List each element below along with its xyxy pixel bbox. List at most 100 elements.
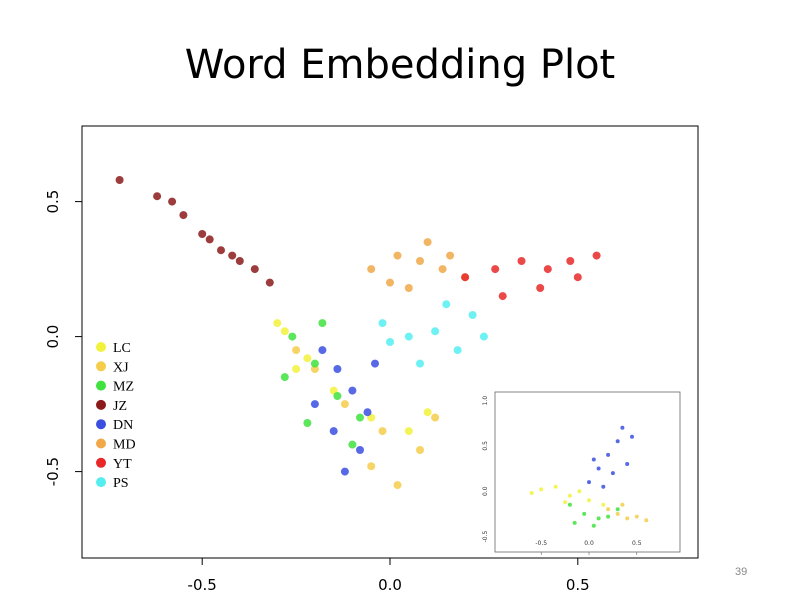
point-yt-4: [566, 257, 575, 265]
point-jz-3: [198, 230, 207, 238]
point-ps-5: [416, 359, 424, 368]
point-mz-2: [333, 392, 342, 400]
inset-point-1-1: [553, 484, 558, 489]
inset-point-2-1: [582, 511, 587, 516]
point-jz-0: [115, 176, 124, 184]
page-number: 39: [735, 566, 748, 578]
point-xj-4: [431, 413, 440, 422]
point-dn-2: [348, 386, 357, 395]
inset-point-2-5: [572, 520, 577, 525]
point-yt-7: [536, 284, 545, 292]
inset-point-0-0: [587, 480, 591, 485]
inset-point-0-4: [620, 425, 625, 430]
point-yt-6: [498, 292, 507, 301]
point-mz-6: [348, 440, 357, 449]
inset-x-tick-label: 0.5: [632, 540, 642, 547]
legend-swatch-md: [96, 438, 106, 449]
point-xj-7: [393, 481, 402, 490]
point-dn-8: [310, 400, 319, 409]
inset-point-1-4: [587, 498, 591, 503]
legend-swatch-xj: [96, 361, 106, 372]
point-ps-2: [431, 327, 440, 336]
inset-plot-axes: -0.5 0.0 0.5 1.0 0.5 0.0 -0.5: [482, 396, 642, 555]
point-md-6: [386, 278, 394, 287]
point-md-1: [393, 251, 402, 260]
legend-swatch-yt: [96, 457, 106, 468]
inset-point-2-4: [615, 507, 620, 512]
point-md-8: [446, 251, 455, 260]
inset-plot-marks: [529, 425, 649, 528]
legend-swatch-ps: [96, 477, 106, 488]
point-md-5: [423, 238, 432, 247]
point-jz-2: [179, 211, 188, 220]
legend-label-jz: JZ: [113, 399, 127, 414]
point-jz-8: [168, 197, 177, 206]
point-dn-4: [329, 427, 338, 436]
point-md-2: [416, 257, 424, 265]
legend-label-ps: PS: [113, 476, 129, 491]
inset-point-3-1: [615, 511, 620, 516]
point-jz-4: [217, 246, 225, 255]
point-ps-4: [468, 311, 477, 319]
inset-point-3-2: [625, 516, 630, 521]
point-mz-4: [318, 319, 327, 328]
point-lc-5: [423, 408, 432, 417]
point-md-0: [367, 265, 376, 274]
legend-swatch-dn: [96, 419, 106, 430]
point-dn-5: [356, 446, 364, 454]
inset-point-1-0: [539, 487, 544, 492]
point-dn-0: [318, 346, 327, 355]
inset-x-tick-label: 0.0: [584, 540, 594, 547]
point-ps-0: [378, 319, 387, 328]
point-lc-1: [303, 354, 312, 363]
y-tick-label: -0.5: [44, 457, 62, 486]
inset-point-2-6: [591, 523, 596, 528]
inset-point-1-6: [529, 491, 534, 495]
inset-y-tick-label: 1.0: [482, 396, 489, 406]
legend-swatch-mz: [96, 380, 106, 391]
x-tick-label: 0.5: [566, 576, 590, 594]
point-lc-4: [404, 427, 413, 436]
point-jz-10: [228, 251, 237, 260]
inset-y-tick-label: -0.5: [482, 531, 489, 543]
point-jz-6: [250, 265, 259, 274]
inset-point-0-5: [630, 434, 634, 439]
point-lc-0: [280, 327, 289, 336]
x-tick-label: 0.0: [378, 576, 402, 594]
point-jz-9: [205, 235, 214, 244]
inset-point-0-6: [610, 471, 615, 476]
inset-point-0-7: [601, 484, 606, 489]
point-yt-5: [592, 251, 601, 260]
inset-y-tick-label: 0.0: [482, 486, 489, 496]
point-yt-1: [491, 265, 500, 274]
point-ps-7: [386, 338, 394, 346]
point-dn-7: [371, 359, 379, 368]
legend-label-lc: LC: [113, 341, 131, 356]
point-mz-1: [310, 359, 319, 368]
legend-label-md: MD: [113, 438, 136, 453]
point-dn-3: [363, 408, 372, 417]
inset-x-tick-label: -0.5: [535, 540, 547, 547]
point-lc-6: [273, 319, 282, 328]
inset-point-3-5: [620, 502, 625, 507]
y-tick-label: 0.5: [44, 190, 62, 214]
point-mz-3: [356, 413, 364, 422]
inset-point-2-3: [606, 514, 611, 519]
inset-point-1-3: [577, 489, 582, 494]
inset-point-1-5: [601, 502, 606, 507]
inset-point-3-3: [634, 514, 639, 519]
point-mz-7: [303, 419, 312, 427]
inset-point-0-8: [625, 462, 630, 466]
inset-point-2-2: [596, 516, 601, 521]
point-mz-0: [288, 332, 297, 341]
legend: LC XJ MZ JZ DN MD YT PS: [96, 341, 136, 491]
main-plot-axes: -0.5 0.0 0.5 0.5 0.0 -0.5: [44, 190, 590, 594]
point-dn-1: [333, 365, 342, 373]
main-plot-marks: [115, 176, 601, 490]
inset-point-2-0: [567, 502, 572, 507]
legend-label-xj: XJ: [113, 360, 129, 375]
y-tick-label: 0.0: [44, 325, 62, 349]
inset-point-0-2: [606, 452, 611, 457]
inset-plot-frame: [494, 391, 681, 553]
